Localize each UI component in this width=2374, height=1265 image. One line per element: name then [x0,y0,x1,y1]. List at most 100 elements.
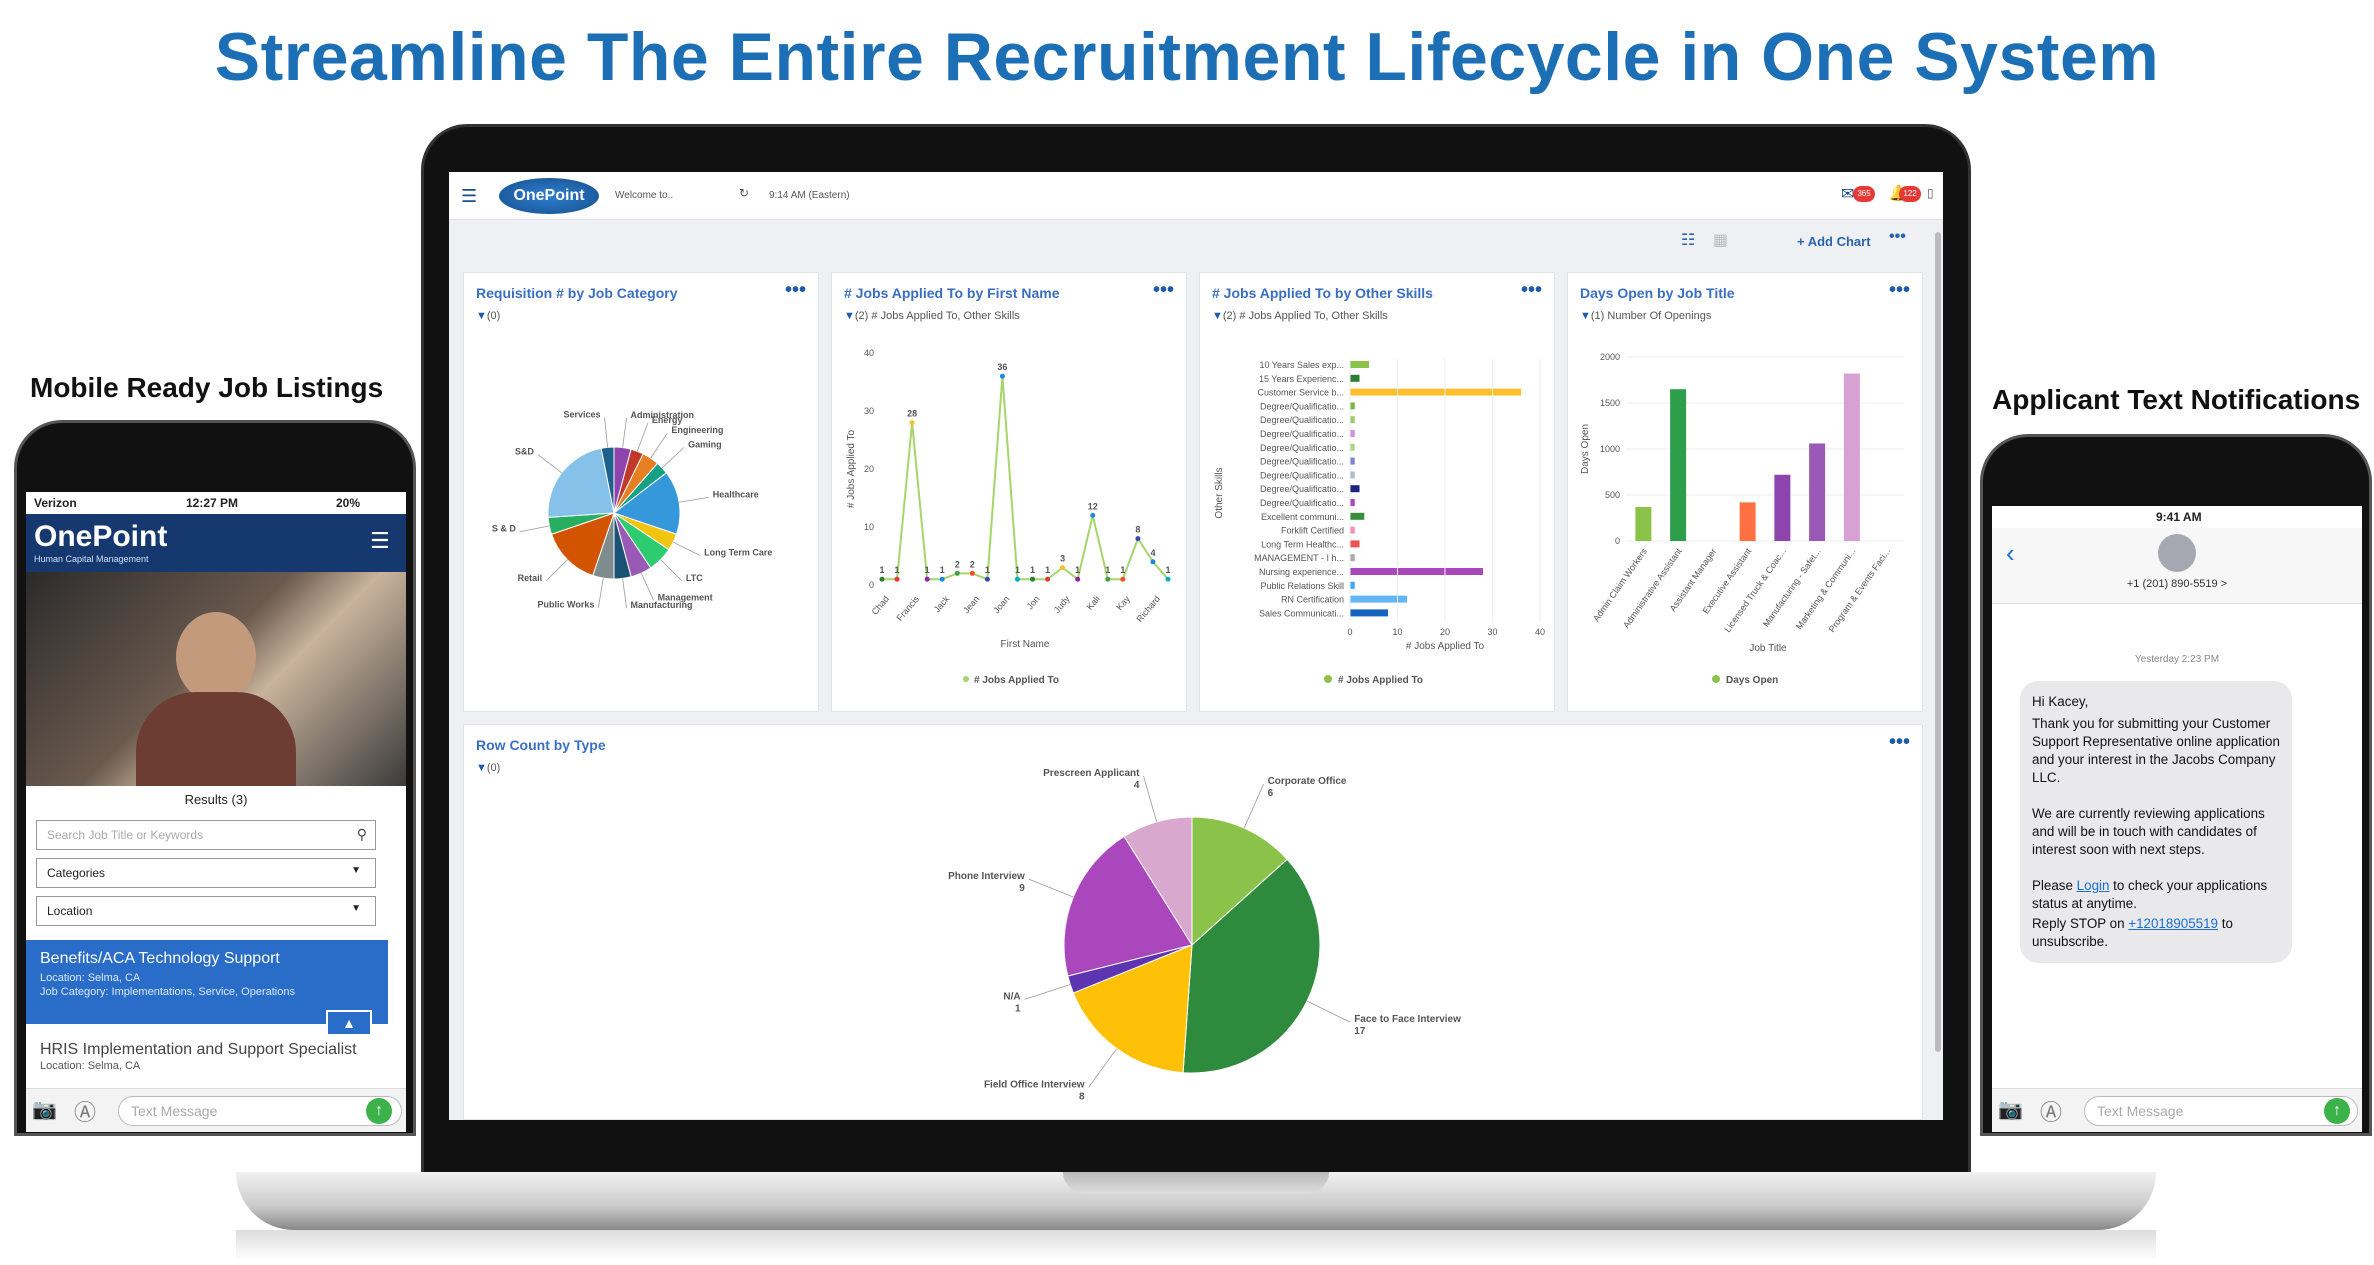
series-line [882,376,1169,581]
y-tick-label: Degree/Qualificatio... [1260,401,1344,411]
battery-text: 20% [336,496,361,510]
categories-select[interactable]: Categories ▼ [36,858,376,888]
x-tick-label: Judy [1052,593,1072,614]
bar [1350,581,1355,589]
x-tick-label: 10 [1392,627,1402,637]
data-label: 1 [1075,565,1080,575]
pie-label: 8 [1079,1091,1085,1102]
search-icon[interactable]: ⚲ [356,826,367,842]
onepoint-logo[interactable]: OnePoint [499,178,599,214]
data-label: 12 [1088,501,1098,511]
filter-count: (2) [1222,310,1237,322]
data-label: 1 [1015,565,1020,575]
left-statusbar: Verizon 12:27 PM 20% [26,492,406,514]
pie-slice [1182,858,1321,1074]
panel-more-button[interactable]: ••• [1520,279,1542,301]
y-axis-label: # Jobs Applied To [846,429,857,508]
chevron-down-icon: ▼ [351,903,361,914]
message-input[interactable]: Text Message [2084,1096,2358,1126]
bar [1350,512,1365,520]
filter-icon[interactable]: ▼(0) [476,310,501,322]
camera-icon[interactable]: 📷 [1998,1099,2023,1121]
x-tick-label: Francis [895,593,922,622]
hamburger-menu-icon[interactable]: ☰ [461,186,478,206]
x-tick-label: Administrative Assistant [1621,546,1684,630]
laptop-shadow [236,1230,2156,1260]
message-paragraph: Reply STOP on +12018905519 to unsubscrib… [2032,915,2280,951]
data-point [1060,565,1066,571]
data-point [1105,576,1111,582]
y-tick-label: 20 [864,464,874,474]
y-tick-label: 500 [1605,490,1620,500]
scroll-top-button[interactable]: ▲ [326,1010,372,1036]
list-view-icon[interactable]: ☷ [1681,232,1696,249]
filter-icon[interactable]: ▼(1) Number Of Openings [1580,310,1712,322]
refresh-icon[interactable]: ↻ [739,186,750,200]
bar [1635,506,1652,541]
other-skills-bar-chart: 10 Years Sales exp... 15 Years Experienc.… [1214,359,1545,686]
location-select[interactable]: Location ▼ [36,896,376,926]
x-axis-label: Job Title [1749,643,1787,654]
laptop-notch [1063,1172,1329,1194]
back-chevron-icon[interactable]: ‹ [2006,538,2015,568]
toolbar-more-button[interactable]: ••• [1889,228,1906,245]
bar [1350,609,1388,617]
filter-text: # Jobs Applied To, Other Skills [1239,310,1388,322]
message-header: ‹ +1 (201) 890-5519 > [1992,528,2362,604]
pie-leader-line [636,423,649,452]
left-caption: Mobile Ready Job Listings [30,372,384,403]
data-label: 1 [940,565,945,575]
filter-icon[interactable]: ▼(0) [476,762,501,774]
pie-label: Engineering [671,425,723,435]
add-chart-button[interactable]: + Add Chart [1797,234,1871,249]
right-caption: Applicant Text Notifications [1992,384,2361,415]
filter-icon[interactable]: ▼(2) # Jobs Applied To, Other Skills [1212,310,1388,322]
panel-title: # Jobs Applied To by First Name [844,285,1060,301]
clock-text: 12:27 PM [186,496,239,510]
legend-label: Days Open [1726,675,1778,686]
phone-link[interactable]: +12018905519 [2128,916,2219,931]
data-point [894,576,900,582]
y-tick-label: Customer Service b... [1257,388,1344,398]
panel-title: # Jobs Applied To by Other Skills [1212,285,1433,301]
pie-label: Corporate Office [1268,776,1347,787]
grid-view-icon[interactable]: ▦ [1713,232,1729,249]
contact-number[interactable]: +1 (201) 890-5519 > [2126,578,2228,590]
pie-leader-line [1024,984,1071,1000]
dashboard-scrollbar[interactable] [1935,232,1941,1052]
camera-icon[interactable]: 📷 [32,1099,57,1121]
search-input[interactable]: Search Job Title or Keywords ⚲ [36,820,376,850]
pie-leader-line [650,432,668,459]
y-tick-label: MANAGEMENT - I h... [1254,553,1344,563]
x-tick-label: Richard [1134,594,1162,624]
message-placeholder: Text Message [131,1103,218,1119]
panel-more-button[interactable]: ••• [784,279,806,301]
messages-icon[interactable]: ✉ [1841,186,1855,203]
send-button[interactable]: ↑ [366,1098,392,1124]
app-store-icon[interactable]: Ⓐ [2040,1100,2063,1125]
contact-avatar[interactable] [2158,534,2196,572]
data-point [999,373,1005,379]
x-tick-label: Jean [961,594,981,615]
pie-leader-line [519,525,550,533]
y-tick-label: Degree/Qualificatio... [1260,484,1344,494]
document-icon[interactable]: ▯ [1927,186,1934,200]
filter-count: (0) [486,762,501,774]
app-store-icon[interactable]: Ⓐ [74,1100,97,1125]
data-point [1135,536,1141,542]
pie-label: 17 [1354,1026,1366,1037]
login-link[interactable]: Login [2076,878,2110,893]
hamburger-menu-icon[interactable]: ☰ [370,528,390,553]
message-input[interactable]: Text Message [118,1096,402,1126]
hero-photo [26,572,406,786]
job-listing[interactable]: HRIS Implementation and Support Speciali… [26,1030,406,1090]
send-button[interactable]: ↑ [2324,1098,2350,1124]
legend-label: # Jobs Applied To [974,675,1059,686]
filter-icon[interactable]: ▼(2) # Jobs Applied To, Other Skills [844,310,1020,322]
panel-more-button[interactable]: ••• [1888,731,1910,753]
panel-more-button[interactable]: ••• [1152,279,1174,301]
bar [1350,457,1355,465]
data-label: 36 [997,362,1007,372]
panel-more-button[interactable]: ••• [1888,279,1910,301]
bar [1350,443,1355,451]
